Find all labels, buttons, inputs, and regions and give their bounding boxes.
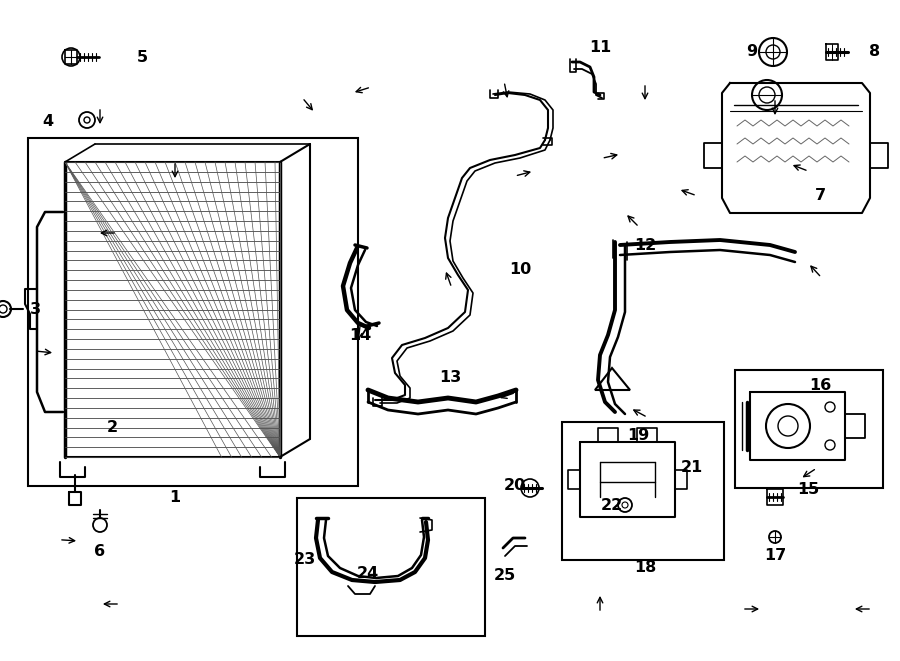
Text: 22: 22 [601,498,623,512]
Text: 25: 25 [494,568,516,582]
Text: 10: 10 [508,262,531,278]
Text: 18: 18 [634,561,656,576]
Text: 8: 8 [869,44,880,59]
Text: 9: 9 [746,44,758,59]
Text: 11: 11 [589,40,611,56]
Text: 2: 2 [106,420,118,436]
Text: 6: 6 [94,545,105,559]
Text: 3: 3 [30,303,40,317]
Text: 7: 7 [814,188,825,202]
Text: 4: 4 [42,114,54,130]
Text: 5: 5 [137,50,148,65]
Bar [28,138,358,486]
Text: 17: 17 [764,547,786,563]
Text: 14: 14 [349,327,371,342]
Text: 20: 20 [504,477,526,492]
Text: 24: 24 [357,566,379,580]
Bar [562,422,724,560]
Text: 12: 12 [634,237,656,253]
Text: 13: 13 [439,371,461,385]
Text: 15: 15 [796,483,819,498]
Text: 19: 19 [627,428,649,442]
Text: 23: 23 [294,553,316,568]
Bar [297,498,485,636]
Text: 16: 16 [809,377,831,393]
Text: 1: 1 [169,490,181,504]
Text: 21: 21 [681,459,703,475]
Bar [735,370,883,488]
